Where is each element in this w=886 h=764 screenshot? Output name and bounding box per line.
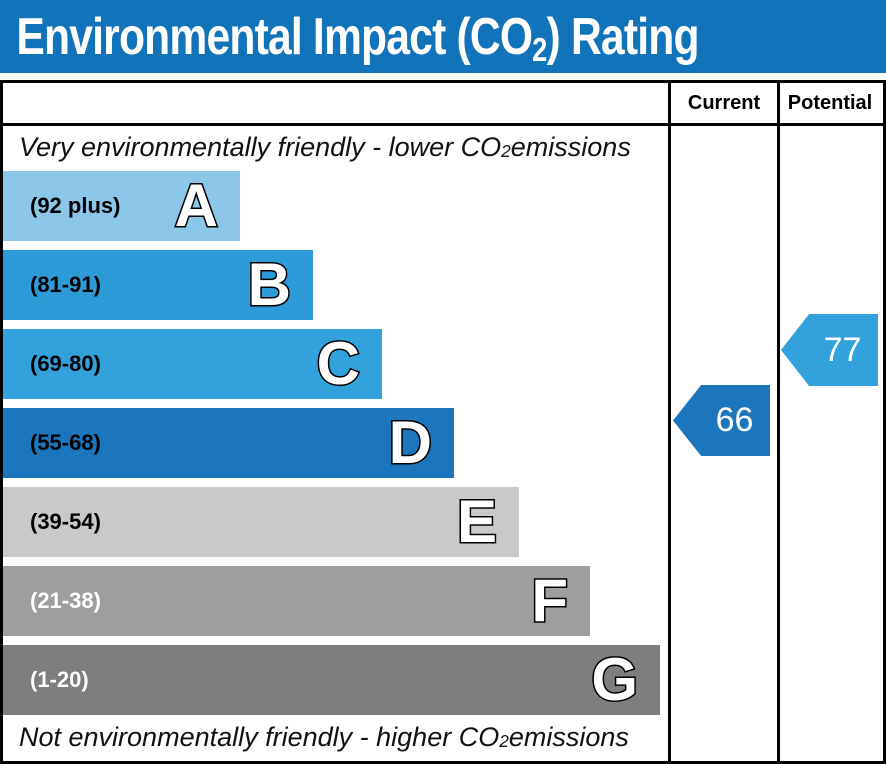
title-prefix: Environmental Impact (CO [16,7,533,66]
band-c-letter: C [315,329,361,399]
band-e-letter: E [455,487,498,557]
band-d-bar: (55-68) D [3,408,454,478]
band-a-letter: A [173,171,219,241]
rating-table: Current Potential Very environmentally f… [0,80,886,764]
current-rating-arrow: 66 [673,385,770,456]
bottom-note-subscript: 2 [499,731,509,752]
band-d-letter: D [387,408,433,478]
current-rating-value: 66 [715,401,754,439]
band-c-bar: (69-80) C [3,329,382,399]
band-g-letter: G [590,645,640,715]
bottom-note: Not environmentally friendly - higher CO… [3,717,668,757]
top-note: Very environmentally friendly - lower CO… [3,127,668,167]
band-b-bar: (81-91) B [3,250,313,320]
potential-rating-value: 77 [823,330,862,369]
title-bar: Environmental Impact (CO2) Rating [0,0,886,73]
band-g-bar: (1-20) G [3,645,660,715]
current-column-divider [668,83,671,761]
band-f-range: (21-38) [30,588,101,613]
band-a-range: (92 plus) [30,193,121,218]
band-b-letter: B [246,250,292,320]
band-f-letter: F [530,566,570,636]
potential-rating-arrow: 77 [781,314,878,386]
bottom-note-text: Not environmentally friendly - higher CO [19,721,500,752]
top-note-subscript: 2 [501,141,511,162]
current-column-header: Current [687,91,761,114]
top-note-suffix: emissions [510,131,631,162]
band-f-bar: (21-38) F [3,566,590,636]
band-e-range: (39-54) [30,509,101,534]
top-note-text: Very environmentally friendly - lower CO [19,131,502,162]
band-a-bar: (92 plus) A [3,171,240,241]
band-c-range: (69-80) [30,351,101,376]
header-divider [3,123,883,126]
title-suffix: ) Rating [546,7,700,66]
title-subscript: 2 [532,31,547,69]
potential-column-divider [777,83,780,761]
band-b-range: (81-91) [30,272,101,297]
page-title: Environmental Impact (CO2) Rating [0,7,700,69]
band-d-range: (55-68) [30,430,101,455]
potential-column-header: Potential [787,91,873,114]
bottom-note-suffix: emissions [508,721,629,752]
band-e-bar: (39-54) E [3,487,519,557]
band-g-range: (1-20) [30,667,89,692]
